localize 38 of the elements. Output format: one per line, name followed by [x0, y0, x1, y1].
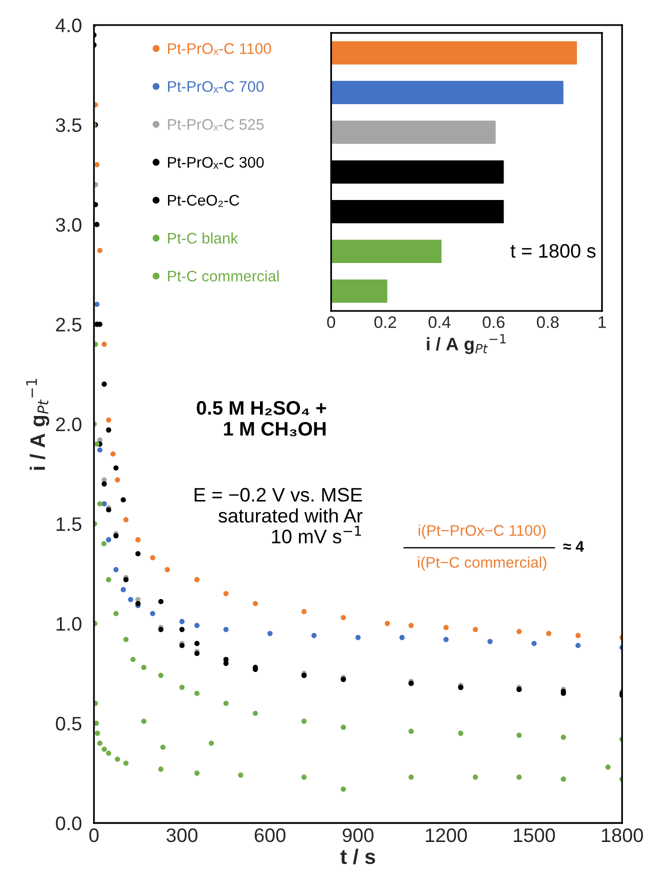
annotation: ≈ 4: [563, 541, 584, 552]
y-tick-label: 0.5: [56, 716, 82, 731]
legend-label: Pt-C blank: [168, 232, 238, 244]
annotation: t = 1800 s: [510, 244, 596, 258]
y-tick-label: 3.0: [56, 218, 82, 232]
y-tick-label: 1.5: [56, 517, 82, 532]
y-tick-label: 1.0: [56, 616, 82, 631]
legend-label: Pt-PrOₓ-C 300: [168, 156, 264, 169]
x-tick-label: 0.6: [482, 316, 504, 328]
legend-label: Pt-C commercial: [168, 270, 279, 282]
annotation: 0.5 M H₂SO₄ + 1 M CH₃OH: [196, 401, 326, 436]
x-tick-label: 1500: [514, 828, 555, 842]
x-tick-label: 900: [342, 828, 374, 842]
x-tick-label: 0.2: [374, 316, 396, 328]
y-axis-title: i / A g$_{Pt}$$^{−1}$: [26, 378, 50, 470]
x-tick-label: 1200: [426, 828, 467, 842]
annotation: E = −0.2 V vs. MSE saturated with Ar 10 mV s$^{−1}$: [194, 488, 362, 544]
x-tick-label: 0.8: [536, 316, 559, 328]
legend-label: Pt-PrOₓ-C 700: [168, 81, 264, 93]
legend-label: Pt-PrOₓ-C 1100: [168, 43, 272, 55]
x-axis-title: t / s: [340, 848, 376, 864]
x-tick-label: 1: [598, 316, 606, 328]
annotation: i(Pt−C commercial): [418, 556, 546, 571]
legend-label: Pt-PrOₓ-C 525: [168, 119, 264, 131]
x-tick-label: 0: [327, 316, 336, 328]
legend-label: Pt-CeO₂-C: [168, 194, 240, 207]
y-tick-label: 0.0: [56, 816, 82, 830]
x-tick-label: 0.4: [428, 316, 451, 328]
x-tick-label: 1800: [602, 828, 643, 842]
x-tick-label: 300: [166, 828, 198, 842]
annotation: i(Pt−PrOx−C 1100): [418, 524, 546, 539]
y-tick-label: 3.5: [56, 118, 82, 132]
x-tick-label: 600: [254, 828, 286, 842]
y-tick-label: 2.5: [56, 318, 82, 332]
x-tick-label: 0: [89, 828, 99, 842]
y-tick-label: 2.0: [56, 417, 82, 432]
y-tick-label: 4.0: [56, 18, 82, 32]
x-axis-title: i / A g$_{Pt}$$^{−1}$: [426, 334, 506, 354]
